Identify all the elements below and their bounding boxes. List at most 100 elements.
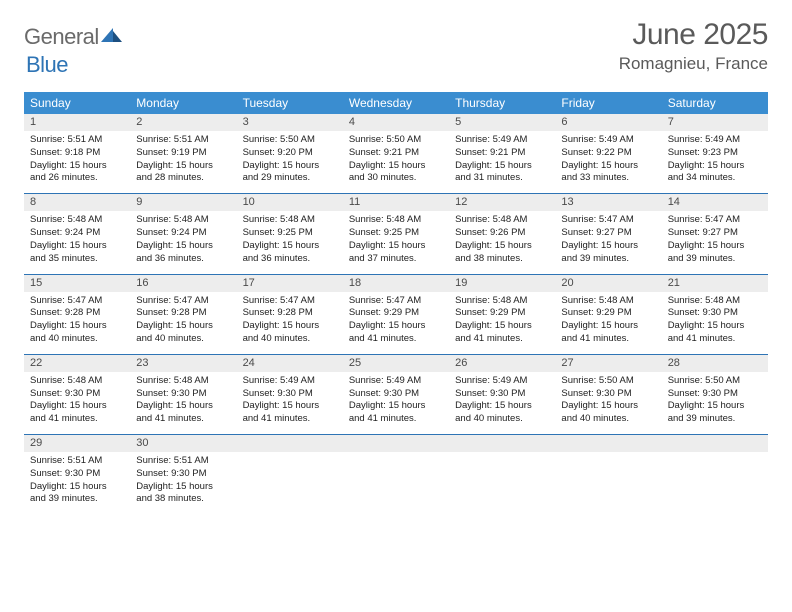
daylight-line-1: Daylight: 15 hours <box>136 400 230 413</box>
sunrise-line: Sunrise: 5:51 AM <box>136 134 230 147</box>
daylight-line-1: Daylight: 15 hours <box>455 160 549 173</box>
day-number: 5 <box>449 114 555 131</box>
day-number: 16 <box>130 274 236 292</box>
daylight-line-1: Daylight: 15 hours <box>136 160 230 173</box>
daylight-line-2: and 30 minutes. <box>349 172 443 185</box>
day-cell: Sunrise: 5:50 AMSunset: 9:30 PMDaylight:… <box>555 372 661 435</box>
day-number: 23 <box>130 354 236 372</box>
day-cell: Sunrise: 5:48 AMSunset: 9:24 PMDaylight:… <box>24 211 130 274</box>
day-cell: Sunrise: 5:49 AMSunset: 9:22 PMDaylight:… <box>555 131 661 194</box>
sunset-line: Sunset: 9:30 PM <box>561 388 655 401</box>
day-number: 28 <box>662 354 768 372</box>
sunrise-line: Sunrise: 5:48 AM <box>349 214 443 227</box>
day-cell: Sunrise: 5:51 AMSunset: 9:30 PMDaylight:… <box>24 452 130 514</box>
sunset-line: Sunset: 9:29 PM <box>561 307 655 320</box>
sunset-line: Sunset: 9:30 PM <box>349 388 443 401</box>
dow-wednesday: Wednesday <box>343 92 449 114</box>
sunset-line: Sunset: 9:20 PM <box>243 147 337 160</box>
day-cell: Sunrise: 5:50 AMSunset: 9:30 PMDaylight:… <box>662 372 768 435</box>
sunset-line: Sunset: 9:30 PM <box>136 388 230 401</box>
sunrise-line: Sunrise: 5:50 AM <box>349 134 443 147</box>
sunset-line: Sunset: 9:18 PM <box>30 147 124 160</box>
daylight-line-2: and 40 minutes. <box>30 333 124 346</box>
day-cell: Sunrise: 5:49 AMSunset: 9:23 PMDaylight:… <box>662 131 768 194</box>
daylight-line-1: Daylight: 15 hours <box>243 400 337 413</box>
day-cell: Sunrise: 5:48 AMSunset: 9:30 PMDaylight:… <box>24 372 130 435</box>
day-cell: Sunrise: 5:49 AMSunset: 9:30 PMDaylight:… <box>449 372 555 435</box>
day-cell <box>237 452 343 514</box>
day-number: 29 <box>24 435 130 453</box>
daylight-line-1: Daylight: 15 hours <box>30 320 124 333</box>
day-number: 24 <box>237 354 343 372</box>
daylight-line-2: and 40 minutes. <box>243 333 337 346</box>
sunrise-line: Sunrise: 5:47 AM <box>349 295 443 308</box>
daylight-line-1: Daylight: 15 hours <box>668 240 762 253</box>
daylight-line-2: and 29 minutes. <box>243 172 337 185</box>
daylight-line-1: Daylight: 15 hours <box>455 320 549 333</box>
daylight-line-1: Daylight: 15 hours <box>136 481 230 494</box>
sunset-line: Sunset: 9:30 PM <box>136 468 230 481</box>
day-cell: Sunrise: 5:48 AMSunset: 9:26 PMDaylight:… <box>449 211 555 274</box>
sunrise-line: Sunrise: 5:51 AM <box>30 134 124 147</box>
day-number: 20 <box>555 274 661 292</box>
daylight-line-2: and 41 minutes. <box>136 413 230 426</box>
daylight-line-2: and 41 minutes. <box>243 413 337 426</box>
sunset-line: Sunset: 9:28 PM <box>243 307 337 320</box>
sunrise-line: Sunrise: 5:49 AM <box>349 375 443 388</box>
sunset-line: Sunset: 9:30 PM <box>243 388 337 401</box>
week-number-row: 15161718192021 <box>24 274 768 292</box>
daylight-line-2: and 40 minutes. <box>455 413 549 426</box>
sunset-line: Sunset: 9:19 PM <box>136 147 230 160</box>
day-number <box>343 435 449 453</box>
page-title: June 2025 <box>619 18 768 52</box>
daylight-line-1: Daylight: 15 hours <box>349 240 443 253</box>
daylight-line-1: Daylight: 15 hours <box>30 400 124 413</box>
daylight-line-2: and 39 minutes. <box>668 413 762 426</box>
day-cell <box>343 452 449 514</box>
day-number: 12 <box>449 194 555 212</box>
sunrise-line: Sunrise: 5:47 AM <box>243 295 337 308</box>
week-number-row: 1234567 <box>24 114 768 131</box>
daylight-line-1: Daylight: 15 hours <box>349 400 443 413</box>
day-cell: Sunrise: 5:49 AMSunset: 9:21 PMDaylight:… <box>449 131 555 194</box>
sunset-line: Sunset: 9:28 PM <box>136 307 230 320</box>
day-number: 4 <box>343 114 449 131</box>
sunrise-line: Sunrise: 5:50 AM <box>561 375 655 388</box>
sunrise-line: Sunrise: 5:48 AM <box>455 295 549 308</box>
sunset-line: Sunset: 9:21 PM <box>455 147 549 160</box>
sunset-line: Sunset: 9:30 PM <box>30 388 124 401</box>
week-content-row: Sunrise: 5:51 AMSunset: 9:18 PMDaylight:… <box>24 131 768 194</box>
sunrise-line: Sunrise: 5:48 AM <box>668 295 762 308</box>
day-cell: Sunrise: 5:47 AMSunset: 9:29 PMDaylight:… <box>343 292 449 355</box>
sunset-line: Sunset: 9:25 PM <box>349 227 443 240</box>
sunrise-line: Sunrise: 5:51 AM <box>136 455 230 468</box>
daylight-line-1: Daylight: 15 hours <box>668 160 762 173</box>
sunset-line: Sunset: 9:28 PM <box>30 307 124 320</box>
day-cell: Sunrise: 5:48 AMSunset: 9:30 PMDaylight:… <box>662 292 768 355</box>
week-content-row: Sunrise: 5:48 AMSunset: 9:24 PMDaylight:… <box>24 211 768 274</box>
daylight-line-2: and 33 minutes. <box>561 172 655 185</box>
day-number: 13 <box>555 194 661 212</box>
daylight-line-2: and 34 minutes. <box>668 172 762 185</box>
daylight-line-1: Daylight: 15 hours <box>349 320 443 333</box>
day-number: 7 <box>662 114 768 131</box>
daylight-line-1: Daylight: 15 hours <box>561 400 655 413</box>
daylight-line-2: and 41 minutes. <box>455 333 549 346</box>
daylight-line-1: Daylight: 15 hours <box>136 320 230 333</box>
daylight-line-2: and 38 minutes. <box>455 253 549 266</box>
week-number-row: 22232425262728 <box>24 354 768 372</box>
sunrise-line: Sunrise: 5:49 AM <box>243 375 337 388</box>
logo: General <box>24 18 125 50</box>
day-number: 26 <box>449 354 555 372</box>
daylight-line-1: Daylight: 15 hours <box>668 400 762 413</box>
daylight-line-2: and 36 minutes. <box>136 253 230 266</box>
sunrise-line: Sunrise: 5:47 AM <box>30 295 124 308</box>
sunset-line: Sunset: 9:30 PM <box>30 468 124 481</box>
sunset-line: Sunset: 9:21 PM <box>349 147 443 160</box>
daylight-line-2: and 35 minutes. <box>30 253 124 266</box>
daylight-line-1: Daylight: 15 hours <box>668 320 762 333</box>
day-number: 10 <box>237 194 343 212</box>
daylight-line-1: Daylight: 15 hours <box>30 240 124 253</box>
daylight-line-2: and 37 minutes. <box>349 253 443 266</box>
daylight-line-1: Daylight: 15 hours <box>243 240 337 253</box>
